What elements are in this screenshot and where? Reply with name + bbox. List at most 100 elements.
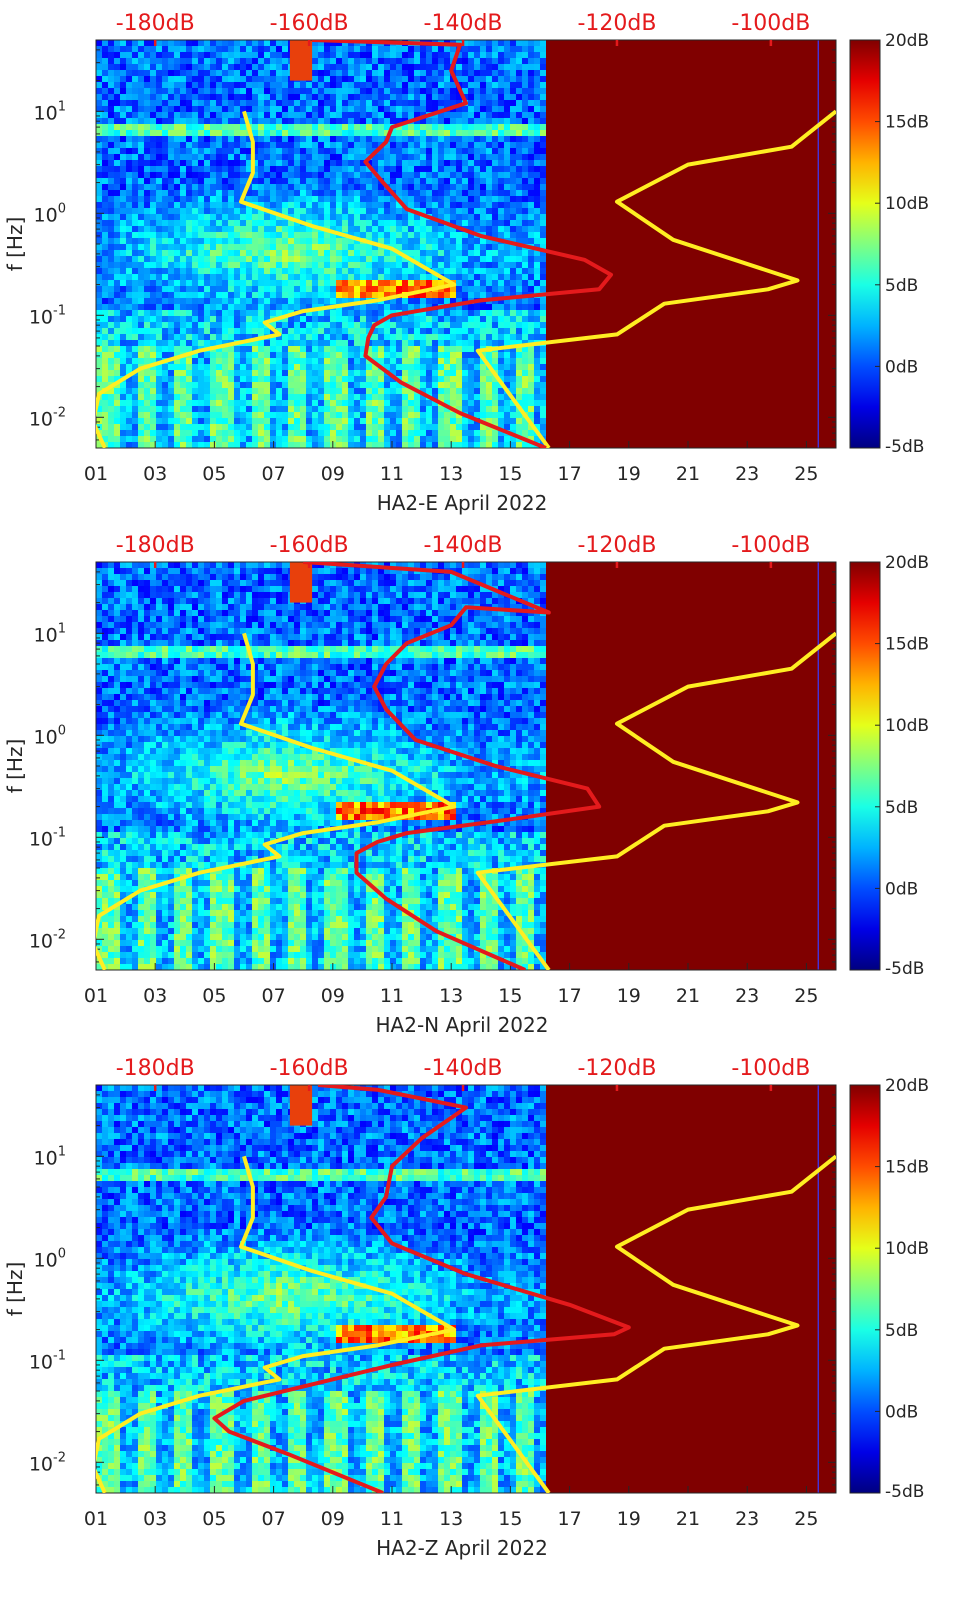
spectrogram-cell bbox=[234, 424, 240, 430]
spectrogram-cell bbox=[468, 178, 474, 184]
spectrogram-cell bbox=[222, 52, 228, 58]
spectrogram-cell bbox=[366, 58, 372, 64]
spectrogram-cell bbox=[144, 100, 150, 106]
spectrogram-cell bbox=[378, 358, 384, 364]
spectrogram-cell bbox=[222, 214, 228, 220]
spectrogram-cell bbox=[480, 292, 486, 298]
spectrogram-cell bbox=[234, 292, 240, 298]
spectrogram-cell bbox=[282, 322, 288, 328]
spectrogram-cell bbox=[372, 184, 378, 190]
spectrogram-cell bbox=[150, 88, 156, 94]
spectrogram-cell bbox=[198, 376, 204, 382]
spectrogram-cell bbox=[228, 178, 234, 184]
spectrogram-cell bbox=[336, 442, 342, 448]
spectrogram-cell bbox=[156, 436, 162, 442]
spectrogram-cell bbox=[162, 250, 168, 256]
spectrogram-cell bbox=[516, 334, 522, 340]
spectrogram-cell bbox=[306, 364, 312, 370]
spectrogram-cell bbox=[216, 310, 222, 316]
spectrogram-cell bbox=[156, 226, 162, 232]
spectrogram-cell bbox=[516, 226, 522, 232]
spectrogram-cell bbox=[114, 316, 120, 322]
spectrogram-cell bbox=[312, 64, 318, 70]
spectrogram-cell bbox=[216, 52, 222, 58]
spectrogram-cell bbox=[234, 412, 240, 418]
spectrogram-cell bbox=[450, 232, 456, 238]
spectrogram-cell bbox=[138, 244, 144, 250]
spectrogram-cell bbox=[306, 208, 312, 214]
spectrogram-cell bbox=[252, 376, 258, 382]
spectrogram-cell bbox=[324, 346, 330, 352]
spectrogram-cell bbox=[366, 220, 372, 226]
spectrogram-cell bbox=[282, 82, 288, 88]
spectrogram-cell bbox=[162, 154, 168, 160]
spectrogram-cell bbox=[456, 400, 462, 406]
spectrogram-cell bbox=[342, 76, 348, 82]
spectrogram-cell bbox=[378, 154, 384, 160]
spectrogram-cell bbox=[294, 226, 300, 232]
spectrogram-cell bbox=[372, 124, 378, 130]
spectrogram-cell bbox=[162, 70, 168, 76]
spectrogram-cell bbox=[294, 196, 300, 202]
spectrogram-cell bbox=[366, 106, 372, 112]
spectrogram-cell bbox=[270, 76, 276, 82]
spectrogram-cell bbox=[474, 190, 480, 196]
spectrogram-cell bbox=[270, 202, 276, 208]
spectrogram-cell bbox=[156, 58, 162, 64]
spectrogram-cell bbox=[312, 394, 318, 400]
spectrogram-cell bbox=[360, 370, 366, 376]
spectrogram-cell bbox=[126, 346, 132, 352]
spectrogram-cell bbox=[324, 214, 330, 220]
spectrogram-cell bbox=[96, 70, 102, 76]
spectrogram-cell bbox=[228, 244, 234, 250]
spectrogram-cell bbox=[162, 364, 168, 370]
spectrogram-cell bbox=[528, 184, 534, 190]
spectrogram-cell bbox=[390, 340, 396, 346]
spectrogram-cell bbox=[276, 190, 282, 196]
spectrogram-cell bbox=[504, 424, 510, 430]
spectrogram-cell bbox=[264, 328, 270, 334]
spectrogram-cell bbox=[300, 352, 306, 358]
spectrogram-cell bbox=[372, 382, 378, 388]
spectrogram-cell bbox=[264, 376, 270, 382]
spectrogram-cell bbox=[414, 190, 420, 196]
spectrogram-cell bbox=[510, 58, 516, 64]
spectrogram-cell bbox=[168, 406, 174, 412]
spectrogram-cell bbox=[120, 214, 126, 220]
spectrogram-cell bbox=[114, 340, 120, 346]
spectrogram-cell bbox=[492, 250, 498, 256]
spectrogram-cell bbox=[462, 334, 468, 340]
spectrogram-cell bbox=[204, 178, 210, 184]
spectrogram-cell bbox=[174, 202, 180, 208]
spectrogram-cell bbox=[234, 406, 240, 412]
spectrogram-cell bbox=[468, 406, 474, 412]
spectrogram-cell bbox=[294, 172, 300, 178]
spectrogram-cell bbox=[240, 154, 246, 160]
spectrogram-cell bbox=[342, 244, 348, 250]
spectrogram-cell bbox=[414, 148, 420, 154]
spectrogram-cell bbox=[174, 334, 180, 340]
spectrogram-cell bbox=[318, 88, 324, 94]
spectrogram-cell bbox=[402, 388, 408, 394]
spectrogram-cell bbox=[312, 166, 318, 172]
spectrogram-cell bbox=[510, 178, 516, 184]
spectrogram-cell bbox=[318, 358, 324, 364]
spectrogram-cell bbox=[210, 70, 216, 76]
spectrogram-cell bbox=[462, 256, 468, 262]
spectrogram-cell bbox=[264, 124, 270, 130]
spectrogram-cell bbox=[510, 124, 516, 130]
spectrogram-cell bbox=[306, 82, 312, 88]
spectrogram-cell bbox=[456, 310, 462, 316]
spectrogram-cell bbox=[198, 118, 204, 124]
spectrogram-cell bbox=[198, 364, 204, 370]
spectrogram-cell bbox=[144, 76, 150, 82]
spectrogram-cell bbox=[144, 442, 150, 448]
spectrogram-cell bbox=[510, 286, 516, 292]
spectrogram-cell bbox=[222, 64, 228, 70]
spectrogram-cell bbox=[186, 226, 192, 232]
spectrogram-cell bbox=[534, 70, 540, 76]
spectrogram-cell bbox=[234, 88, 240, 94]
spectrogram-cell bbox=[192, 70, 198, 76]
spectrogram-cell bbox=[114, 148, 120, 154]
spectrogram-cell bbox=[348, 424, 354, 430]
